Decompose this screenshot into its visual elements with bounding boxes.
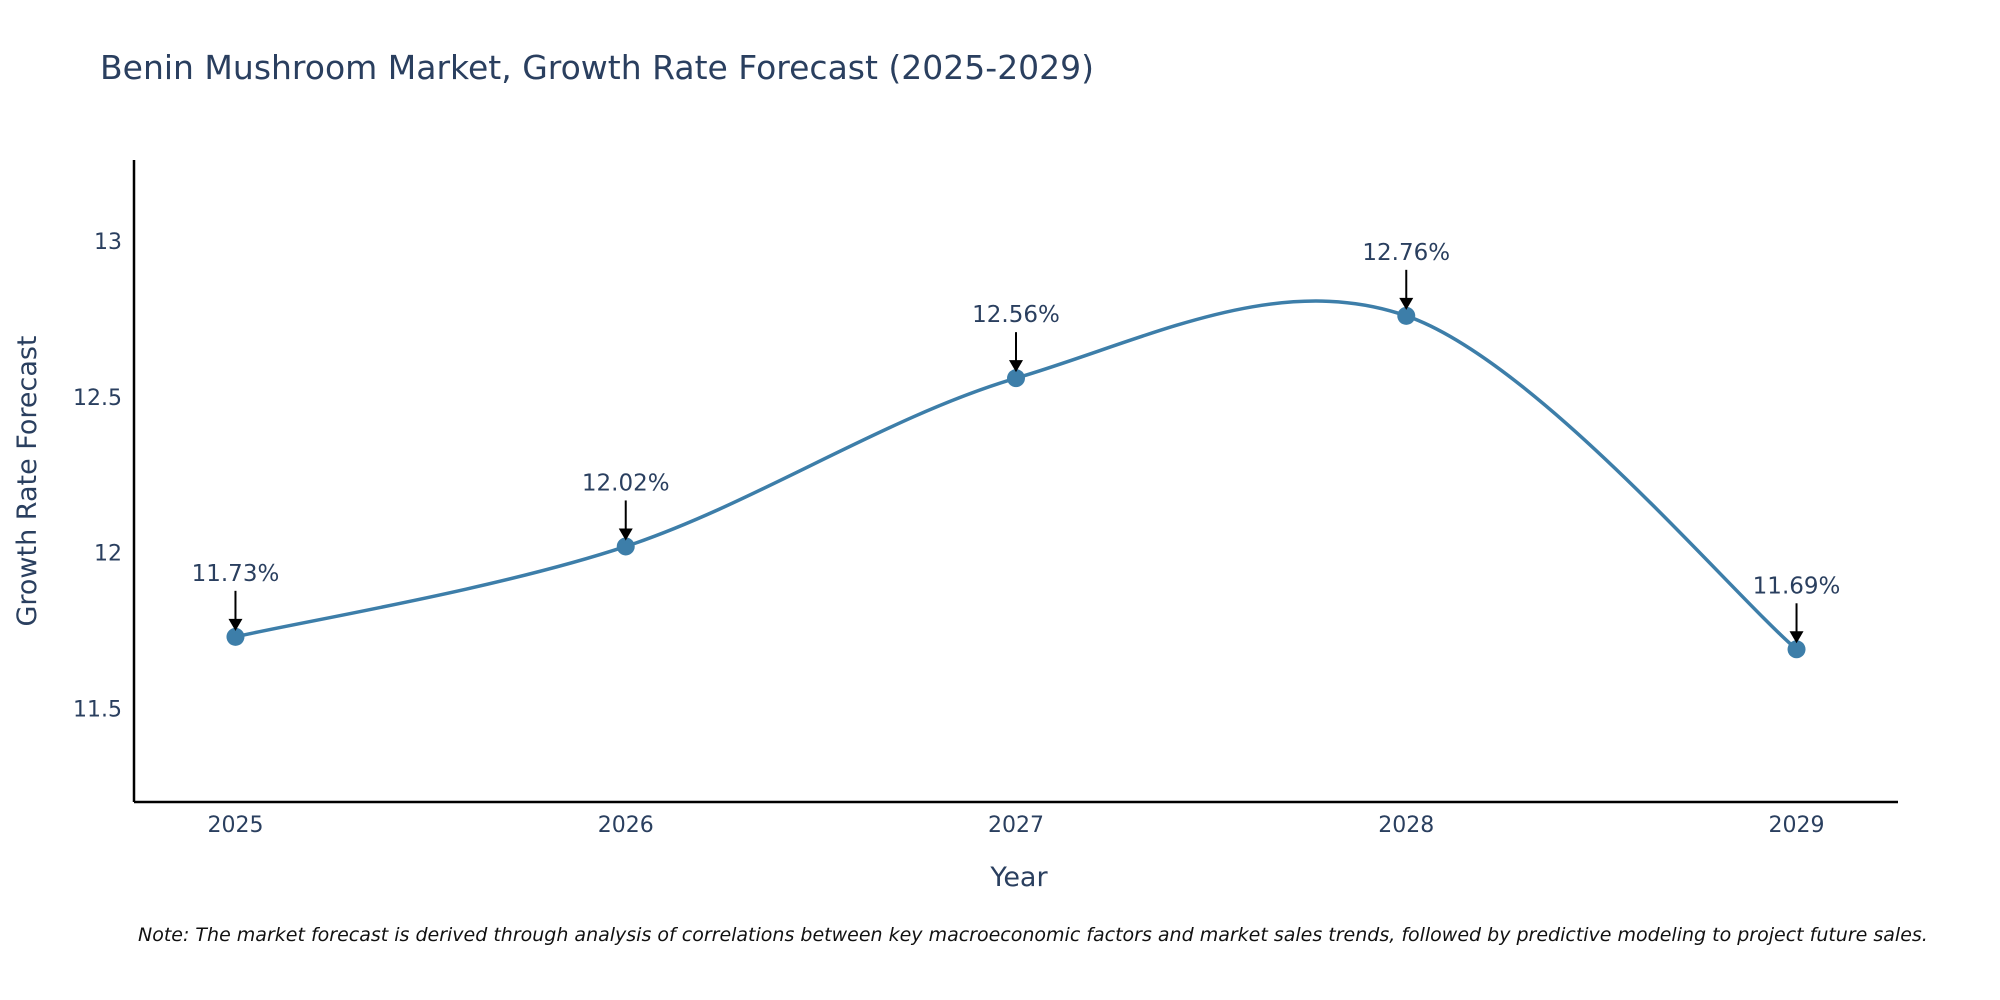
- y-tick-label: 13: [94, 230, 122, 255]
- axes: [132, 160, 1898, 804]
- annotation-arrowhead: [1009, 360, 1023, 373]
- y-tick-label: 12.5: [73, 386, 122, 411]
- y-tick-group: 11.5 12 12.5 13: [73, 230, 122, 722]
- annotation-arrowhead: [228, 618, 243, 631]
- y-tick-label: 12: [94, 542, 122, 567]
- data-point: [616, 537, 635, 556]
- x-tick-label: 2025: [207, 813, 263, 838]
- x-tick-label: 2028: [1378, 813, 1434, 838]
- chart-title: Benin Mushroom Market, Growth Rate Forec…: [100, 48, 1094, 87]
- x-tick-group: 2025 2026 2027 2028 2029: [207, 813, 1824, 838]
- data-point: [1397, 306, 1416, 325]
- data-label: 12.76%: [1362, 240, 1450, 266]
- data-point: [1007, 369, 1025, 388]
- data-point: [1787, 640, 1806, 659]
- x-tick-label: 2026: [598, 813, 654, 838]
- x-tick-label: 2027: [988, 813, 1044, 838]
- marker-group: [226, 306, 1806, 659]
- note-text: Note: The market forecast is derived thr…: [138, 924, 1928, 946]
- x-tick-label: 2029: [1769, 813, 1825, 838]
- data-label: 11.73%: [192, 561, 280, 587]
- data-label: 12.02%: [582, 470, 670, 496]
- annotation-arrowhead: [1789, 631, 1804, 644]
- data-label: 11.69%: [1753, 573, 1841, 599]
- y-tick-label: 11.5: [73, 698, 122, 723]
- data-point: [226, 627, 245, 646]
- x-axis-title: Year: [989, 862, 1048, 893]
- y-axis-title: Growth Rate Forecast: [12, 335, 43, 626]
- annotation-arrowhead: [1399, 297, 1414, 310]
- annotation-arrowhead: [618, 528, 633, 541]
- annotation-group: 11.73% 12.02% 12.56% 12.76% 11.69%: [192, 240, 1841, 644]
- data-label: 12.56%: [972, 302, 1060, 328]
